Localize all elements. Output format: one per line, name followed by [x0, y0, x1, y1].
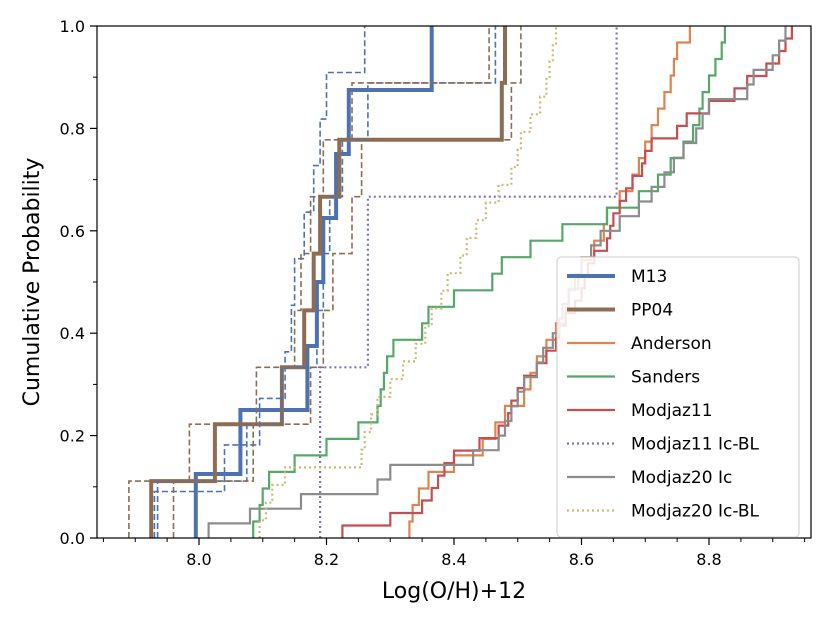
legend: M13 PP04 Anderson Sanders Modjaz11 Modjaz11 I…	[556, 256, 800, 538]
series-modjaz20-ic-bl	[258, 26, 558, 538]
legend-label-m13: M13	[631, 267, 667, 287]
y-tick-label: 0.0	[60, 529, 85, 548]
x-tick-label: 8.6	[569, 550, 594, 569]
x-tick-label: 8.8	[696, 550, 721, 569]
x-tick-label: 8.4	[441, 550, 466, 569]
series-m13-error-high	[156, 26, 497, 538]
legend-label-anderson: Anderson	[631, 334, 712, 354]
x-tick-label: 8.2	[314, 550, 339, 569]
series-layer	[128, 26, 793, 538]
y-tick-label: 0.6	[60, 222, 85, 241]
legend-label-modjaz20-ic: Modjaz20 Ic	[631, 468, 732, 488]
series-pp04-error-low	[128, 26, 490, 538]
legend-label-sanders: Sanders	[631, 368, 700, 388]
legend-label-modjaz20-ic-bl: Modjaz20 Ic-BL	[631, 502, 760, 522]
y-axis: 0.0 0.2 0.4 0.6 0.8 1.0	[60, 17, 97, 548]
legend-label-pp04: PP04	[631, 301, 673, 321]
y-tick-label: 1.0	[60, 17, 85, 36]
x-axis-title: Log(O/H)+12	[382, 579, 526, 604]
legend-label-modjaz11-ic-bl: Modjaz11 Ic-BL	[631, 435, 760, 455]
series-pp04	[149, 26, 507, 538]
x-axis: 8.0 8.2 8.4 8.6 8.8	[102, 538, 806, 569]
series-pp04-error-high	[172, 26, 522, 538]
series-sanders	[252, 26, 726, 538]
legend-box	[556, 256, 800, 538]
series-modjaz11-ic-bl	[319, 26, 618, 538]
x-tick-label: 8.0	[186, 550, 211, 569]
series-m13-error-low	[153, 26, 366, 538]
legend-label-modjaz11: Modjaz11	[631, 401, 713, 421]
y-tick-label: 0.4	[60, 324, 85, 343]
y-tick-label: 0.8	[60, 119, 85, 138]
y-axis-title: Cumulative Probability	[20, 158, 45, 407]
series-m13	[193, 26, 434, 538]
y-tick-label: 0.2	[60, 427, 85, 446]
